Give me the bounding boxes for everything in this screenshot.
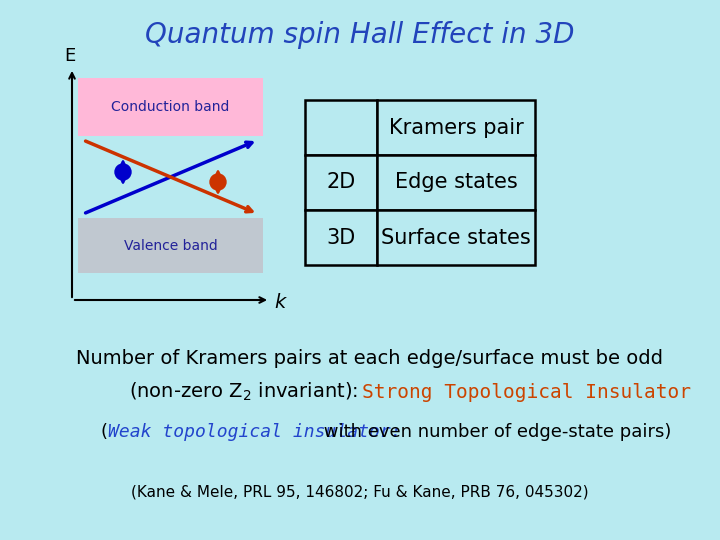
Text: (: (: [100, 423, 107, 441]
Text: Kramers pair: Kramers pair: [389, 118, 523, 138]
Text: Quantum spin Hall Effect in 3D: Quantum spin Hall Effect in 3D: [145, 21, 575, 49]
Text: Conduction band: Conduction band: [112, 100, 230, 114]
Bar: [305, 155, 377, 210]
Text: Weak topological insulator:: Weak topological insulator:: [108, 423, 402, 441]
Circle shape: [210, 174, 226, 190]
Text: 2D: 2D: [326, 172, 356, 192]
Circle shape: [115, 164, 131, 180]
Text: Surface states: Surface states: [381, 227, 531, 247]
Bar: [305, 100, 377, 155]
Bar: [305, 210, 377, 265]
Bar: [377, 210, 535, 265]
Text: (non-zero Z$_2$ invariant):: (non-zero Z$_2$ invariant):: [128, 381, 360, 403]
Text: k: k: [274, 293, 286, 312]
Text: with even number of edge-state pairs): with even number of edge-state pairs): [318, 423, 671, 441]
Text: E: E: [64, 47, 76, 65]
Bar: [377, 100, 535, 155]
Bar: [377, 155, 535, 210]
Text: Strong Topological Insulator: Strong Topological Insulator: [362, 382, 691, 402]
Bar: [78, 78, 263, 136]
Text: Edge states: Edge states: [395, 172, 518, 192]
Text: 3D: 3D: [326, 227, 356, 247]
Text: (Kane & Mele, PRL 95, 146802; Fu & Kane, PRB 76, 045302): (Kane & Mele, PRL 95, 146802; Fu & Kane,…: [131, 484, 589, 500]
Bar: [78, 218, 263, 273]
Text: Number of Kramers pairs at each edge/surface must be odd: Number of Kramers pairs at each edge/sur…: [76, 348, 664, 368]
Text: Valence band: Valence band: [124, 239, 217, 253]
